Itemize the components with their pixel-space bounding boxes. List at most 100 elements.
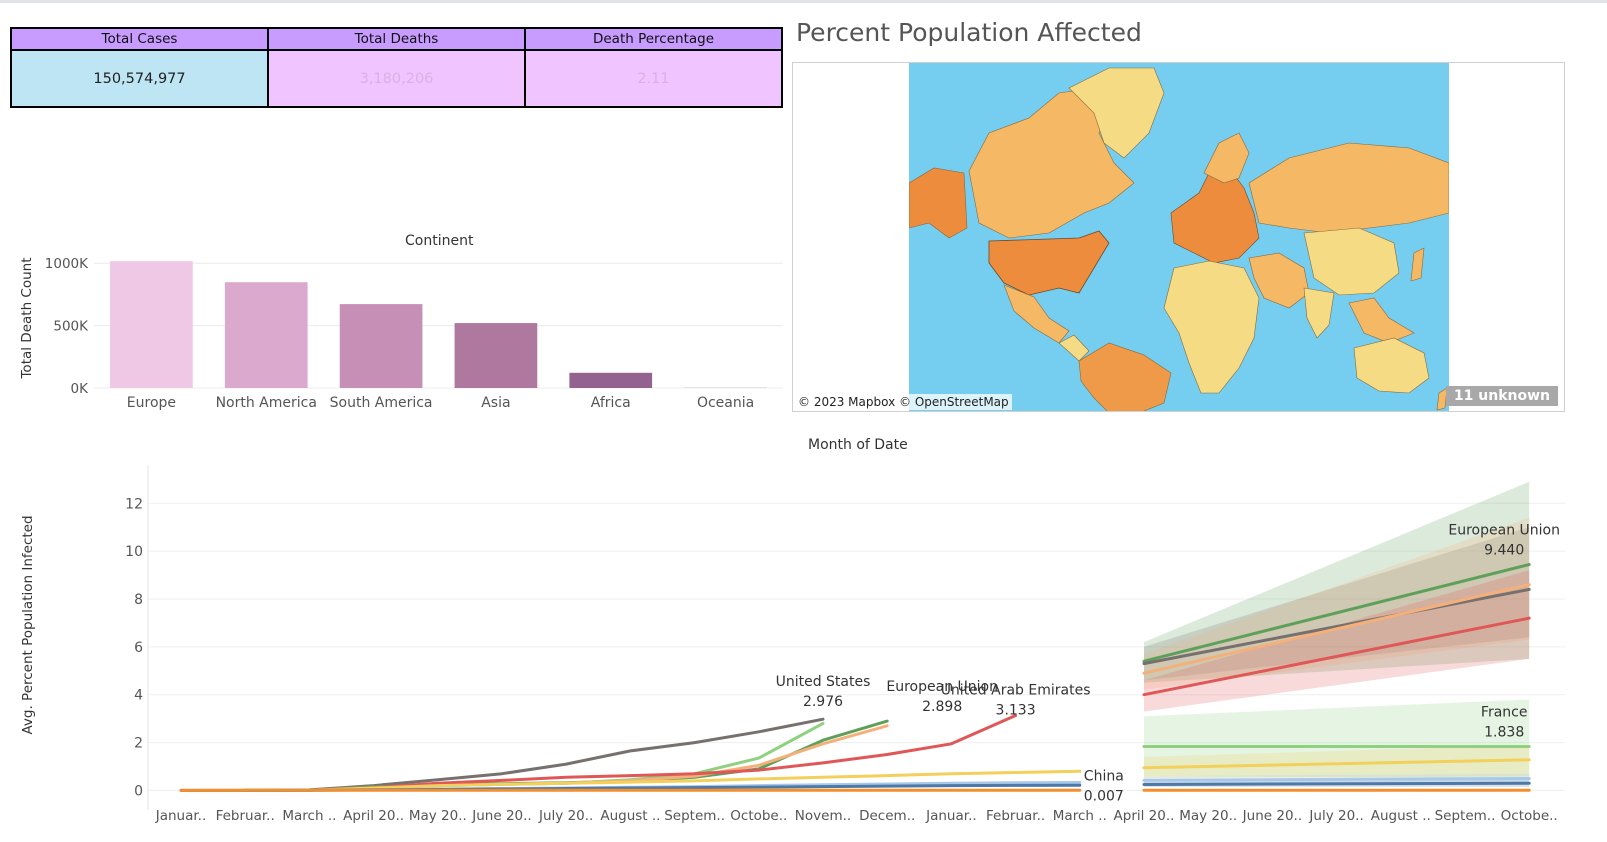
forecast-band-2 (1144, 517, 1530, 690)
forecast-band-1 (1144, 527, 1530, 681)
map-region-middle-east[interactable] (1248, 252, 1310, 309)
annotation-label-france: France (1481, 704, 1528, 720)
forecast-line-5[interactable] (1142, 758, 1531, 770)
forecast-band-5 (1144, 744, 1530, 779)
kpi-value-total-deaths: 3,180,206 (269, 51, 524, 106)
continent-chart-title: Continent (405, 233, 474, 249)
kpi-header-total-deaths: Total Deaths (269, 29, 524, 51)
line-x-tick-label: Januar.. (925, 808, 977, 824)
series-line-5[interactable] (243, 769, 1082, 792)
line-x-tick-label: March .. (1053, 808, 1107, 824)
line-x-tick-label: Februar.. (216, 808, 275, 824)
kpi-summary-table: Total Cases 150,574,977 Total Deaths 3,1… (10, 27, 783, 108)
line-x-tick-label: Septem.. (664, 808, 725, 824)
line-y-tick-label: 10 (125, 544, 143, 560)
line-x-tick-label: Septem.. (1435, 808, 1496, 824)
map-region-scandinavia[interactable] (1203, 132, 1250, 184)
map-region-japan[interactable] (1410, 247, 1425, 282)
line-x-tick-label: Januar.. (155, 808, 207, 824)
map-region-russia[interactable] (1248, 142, 1449, 234)
bar-x-tick-label: North America (216, 395, 317, 411)
bar-x-tick-label: Europe (127, 395, 176, 411)
line-x-tick-label: June 20.. (1242, 808, 1302, 824)
top-border (0, 0, 1607, 3)
map-region-central-america[interactable] (1058, 334, 1090, 362)
map-region-africa[interactable] (1163, 260, 1260, 394)
line-x-tick-label: Decem.. (859, 808, 915, 824)
bar-y-tick-label: 0K (71, 381, 90, 397)
bar-south-america[interactable] (339, 304, 423, 388)
bar-x-tick-label: Oceania (697, 395, 754, 411)
map-region-mexico[interactable] (1003, 284, 1070, 344)
forecast-line-7[interactable] (1142, 781, 1531, 786)
bar-north-america[interactable] (224, 282, 308, 388)
map-region-india[interactable] (1303, 287, 1335, 339)
line-x-tick-label: July 20.. (1308, 808, 1363, 824)
bar-y-tick-label: 500K (53, 319, 89, 335)
map-region-south-america[interactable] (1078, 342, 1172, 412)
map-region-europe[interactable] (1170, 167, 1260, 264)
line-y-tick-label: 2 (134, 736, 143, 752)
forecast-line-0[interactable] (1142, 563, 1531, 663)
annotation-value-european-union: 9.440 (1484, 543, 1524, 559)
annotation-label-united-states: United States (776, 674, 871, 690)
line-y-tick-label: 8 (134, 592, 143, 608)
forecast-line-6[interactable] (1142, 776, 1531, 782)
map-region-australia[interactable] (1353, 337, 1430, 394)
bar-africa[interactable] (569, 372, 653, 388)
line-x-tick-label: August .. (1371, 808, 1431, 824)
line-x-tick-label: May 20.. (1179, 808, 1237, 824)
map-region-southeast-asia[interactable] (1348, 297, 1415, 344)
annotation-value-united-arab-emirates: 3.133 (996, 702, 1036, 718)
line-y-tick-label: 12 (125, 496, 143, 512)
continent-bar-chart: 0K 500K 1000K Europe North America South Amer… (45, 256, 783, 411)
bar-europe[interactable] (110, 261, 193, 388)
annotation-value-china: 0.007 (1084, 788, 1124, 804)
world-map[interactable]: © 2023 Mapbox © OpenStreetMap 11 unknown (792, 62, 1565, 412)
annotation-value-european-union: 2.898 (922, 699, 962, 715)
map-attribution[interactable]: © 2023 Mapbox © OpenStreetMap (795, 394, 1012, 410)
bar-y-tick-label: 1000K (45, 256, 89, 272)
map-region-canada[interactable] (968, 87, 1135, 239)
forecast-line-1[interactable] (1142, 587, 1531, 666)
line-chart-title: Month of Date (808, 437, 908, 453)
annotation-value-united-states: 2.976 (803, 694, 843, 710)
line-x-tick-label: Octobe.. (1501, 808, 1558, 824)
kpi-value-death-percentage: 2.11 (526, 51, 781, 106)
map-region-china[interactable] (1303, 227, 1400, 296)
kpi-total-deaths: Total Deaths 3,180,206 (269, 29, 526, 106)
line-x-tick-label: Octobe.. (730, 808, 787, 824)
map-region-alaska[interactable] (909, 167, 968, 239)
annotation-label-european-union: European Union (1448, 523, 1560, 539)
bar-asia[interactable] (454, 323, 538, 388)
annotation-label-european-union: European Union (886, 679, 998, 695)
forecast-line-2[interactable] (1142, 583, 1531, 675)
line-x-tick-label: May 20.. (409, 808, 467, 824)
annotation-label-china: China (1084, 768, 1124, 784)
kpi-value-total-cases: 150,574,977 (12, 51, 267, 106)
map-region-united-states[interactable] (988, 230, 1110, 296)
line-x-tick-label: March .. (282, 808, 336, 824)
line-x-tick-label: June 20.. (471, 808, 531, 824)
unknown-locations-badge[interactable]: 11 unknown (1445, 386, 1558, 406)
map-region-greenland[interactable] (1068, 67, 1165, 159)
annotation-label-united-arab-emirates: United Arab Emirates (941, 682, 1091, 698)
line-y-tick-label: 4 (134, 688, 143, 704)
line-x-tick-label: Novem.. (795, 808, 851, 824)
series-line-3[interactable] (243, 724, 889, 792)
bar-x-tick-label: Asia (481, 395, 510, 411)
bar-x-tick-label: South America (330, 395, 433, 411)
forecast-band-4 (1144, 699, 1530, 779)
map-region-new-zealand[interactable] (1436, 387, 1448, 411)
line-x-tick-label: Februar.. (986, 808, 1045, 824)
forecast-band-0 (1144, 481, 1530, 683)
world-map-svg[interactable] (909, 63, 1449, 412)
line-y-tick-label: 0 (134, 783, 143, 799)
percent-infected-line-chart: 0 2 4 6 8 10 12 Januar.. Februar.. March .. April … (125, 465, 1565, 824)
kpi-header-total-cases: Total Cases (12, 29, 267, 51)
kpi-total-cases: Total Cases 150,574,977 (12, 29, 269, 106)
bar-x-tick-label: Africa (591, 395, 631, 411)
annotation-value-france: 1.838 (1484, 724, 1524, 740)
forecast-line-3[interactable] (1142, 616, 1531, 697)
map-title: Percent Population Affected (796, 18, 1142, 47)
